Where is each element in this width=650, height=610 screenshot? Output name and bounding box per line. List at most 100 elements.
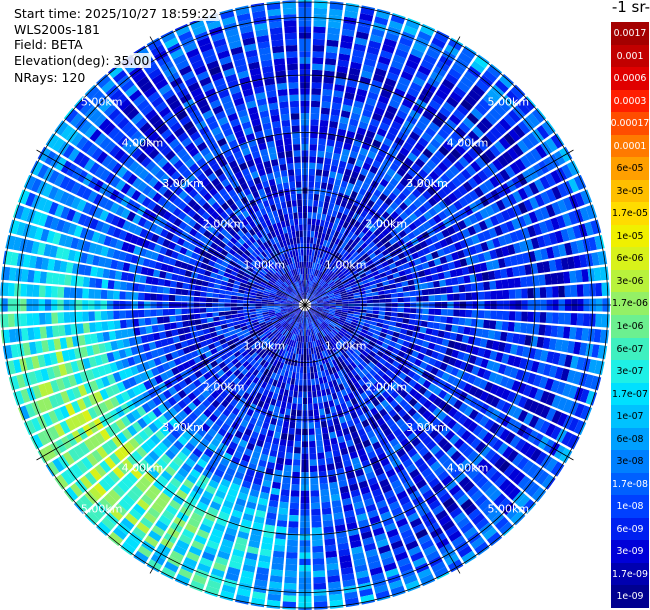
beta-gate-cell	[320, 420, 328, 428]
beta-gate-cell	[308, 287, 312, 294]
beta-gate-cell	[548, 365, 558, 378]
beta-gate-cell	[73, 347, 82, 359]
beta-gate-cell	[494, 79, 509, 94]
beta-gate-cell	[325, 189, 332, 197]
beta-gate-cell	[310, 262, 313, 269]
beta-gate-cell	[476, 367, 486, 378]
beta-gate-cell	[292, 303, 299, 305]
beta-gate-cell	[417, 224, 427, 234]
beta-gate-cell	[526, 276, 534, 287]
beta-gate-cell	[298, 316, 301, 323]
beta-gate-cell	[376, 538, 389, 549]
beta-gate-cell	[135, 480, 148, 493]
beta-gate-cell	[347, 293, 354, 297]
beta-gate-cell	[199, 297, 207, 302]
beta-gate-cell	[409, 313, 417, 320]
beta-gate-cell	[320, 291, 327, 296]
beta-gate-cell	[226, 340, 235, 346]
beta-gate-cell	[389, 177, 399, 187]
beta-gate-cell	[412, 76, 426, 87]
beta-gate-cell	[268, 298, 275, 301]
beta-gate-cell	[118, 251, 127, 261]
beta-gate-cell	[478, 220, 488, 231]
beta-gate-cell	[314, 293, 320, 298]
beta-gate-cell	[275, 463, 284, 471]
beta-gate-cell	[422, 295, 429, 302]
beta-gate-cell	[360, 70, 373, 80]
beta-gate-cell	[233, 385, 241, 394]
beta-gate-cell	[319, 477, 328, 484]
beta-gate-cell	[324, 382, 330, 390]
beta-gate-cell	[585, 204, 596, 220]
beta-gate-cell	[412, 523, 426, 534]
beta-gate-cell	[247, 337, 254, 344]
beta-gate-cell	[341, 299, 349, 302]
beta-gate-cell	[315, 294, 321, 299]
beta-gate-cell	[302, 317, 304, 324]
beta-gate-cell	[366, 299, 374, 304]
beta-gate-cell	[514, 158, 527, 172]
beta-gate-cell	[313, 409, 320, 417]
beta-gate-cell	[403, 297, 411, 302]
beta-gate-cell	[374, 16, 389, 26]
beta-gate-cell	[550, 426, 562, 440]
beta-gate-cell	[353, 359, 361, 366]
beta-gate-cell	[433, 344, 442, 352]
beta-gate-cell	[509, 435, 521, 448]
beta-gate-cell	[441, 372, 450, 382]
beta-gate-cell	[260, 323, 267, 329]
beta-gate-cell	[489, 422, 500, 434]
beta-gate-cell	[423, 211, 433, 221]
beta-gate-cell	[40, 368, 50, 382]
beta-gate-cell	[118, 229, 128, 241]
beta-gate-cell	[201, 423, 211, 433]
beta-gate-cell	[280, 307, 287, 310]
beta-gate-cell	[307, 317, 310, 324]
beta-gate-cell	[61, 376, 72, 389]
beta-gate-cell	[28, 453, 41, 469]
beta-gate-cell	[79, 371, 89, 383]
beta-gate-cell	[213, 321, 221, 327]
beta-gate-cell	[458, 476, 471, 488]
beta-gate-cell	[446, 446, 458, 458]
beta-gate-cell	[199, 495, 211, 506]
beta-gate-cell	[517, 409, 529, 423]
beta-gate-cell	[599, 329, 608, 344]
beta-gate-cell	[307, 274, 309, 281]
beta-gate-cell	[345, 350, 352, 357]
beta-gate-cell	[316, 365, 321, 372]
beta-gate-cell	[239, 357, 247, 365]
beta-gate-cell	[217, 427, 227, 437]
beta-gate-cell	[40, 485, 54, 500]
beta-gate-cell	[309, 296, 315, 301]
beta-gate-cell	[417, 534, 432, 545]
beta-gate-cell	[558, 285, 565, 298]
beta-gate-cell	[245, 468, 256, 477]
beta-gate-cell	[47, 461, 60, 476]
beta-gate-cell	[162, 362, 171, 372]
beta-gate-cell	[240, 519, 253, 528]
beta-gate-cell	[407, 447, 418, 458]
beta-gate-cell	[563, 326, 571, 339]
beta-gate-cell	[489, 249, 498, 260]
beta-gate-cell	[282, 595, 297, 603]
beta-gate-cell	[566, 434, 579, 449]
beta-gate-cell	[317, 333, 321, 340]
beta-gate-cell	[144, 535, 159, 548]
beta-gate-cell	[160, 470, 173, 482]
beta-gate-cell	[321, 281, 327, 287]
beta-gate-cell	[204, 545, 218, 556]
beta-gate-cell	[590, 220, 600, 235]
beta-gate-cell	[590, 375, 600, 390]
beta-gate-cell	[231, 314, 238, 319]
beta-gate-cell	[174, 260, 183, 268]
beta-gate-cell	[338, 53, 351, 62]
beta-gate-cell	[457, 325, 465, 334]
beta-gate-cell	[312, 282, 316, 289]
beta-gate-cell	[119, 281, 127, 291]
beta-gate-cell	[148, 341, 157, 351]
beta-gate-cell	[445, 364, 454, 374]
beta-gate-cell	[411, 350, 420, 358]
beta-gate-cell	[312, 321, 316, 328]
beta-gate-cell	[417, 352, 425, 361]
